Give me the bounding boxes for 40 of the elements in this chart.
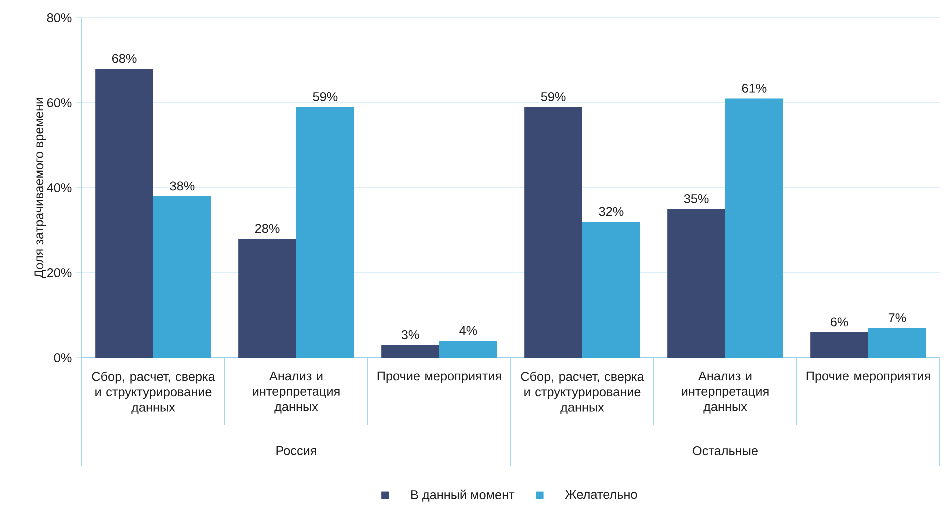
bar [296, 107, 354, 358]
legend-label: В данный момент [412, 490, 515, 502]
y-tick-label: 80% [47, 14, 72, 22]
y-tick-label: 0% [54, 354, 72, 362]
data-label: 4% [460, 326, 478, 336]
x-tick-label: Прочие мероприятия [378, 372, 502, 384]
text: Россия [276, 446, 316, 456]
data-label: 28% [255, 224, 280, 234]
bar [440, 341, 498, 358]
y-tick-label: 20% [47, 268, 72, 278]
y-tick-label: 60% [47, 98, 72, 108]
bar [868, 328, 926, 358]
bar [96, 69, 154, 358]
bar [726, 98, 784, 358]
data-label: 68% [112, 54, 137, 64]
bar [382, 345, 440, 358]
data-label: 59% [313, 92, 338, 102]
data-label: 6% [831, 318, 848, 327]
bar [582, 222, 640, 358]
bar [238, 239, 297, 358]
legend-label: Желательно [565, 490, 638, 500]
bar [668, 209, 726, 358]
x-tick-label: Анализ и интерпретация данных [682, 372, 769, 414]
x-tick-label: Сбор, расчет, сверка и структурирование данных [521, 372, 644, 414]
x-tick-label: Прочие мероприятия [806, 372, 930, 384]
data-label: 32% [599, 207, 624, 216]
bar [524, 107, 583, 358]
bar [810, 332, 869, 358]
data-label: 59% [541, 92, 566, 102]
data-label: 7% [888, 314, 906, 322]
data-label: 3% [402, 330, 420, 340]
bar [154, 196, 212, 358]
data-label: 61% [742, 84, 767, 93]
data-label: 38% [170, 182, 195, 191]
data-label: 35% [684, 194, 709, 204]
text: Остальные [693, 446, 758, 456]
x-tick-label: Сбор, расчет, сверка и структурирование данных [92, 372, 216, 414]
y-axis-title: Доля затрачиваемого времени [34, 98, 46, 278]
x-tick-label: Анализ и интерпретация данных [253, 372, 340, 414]
y-tick-label: 40% [47, 184, 72, 192]
